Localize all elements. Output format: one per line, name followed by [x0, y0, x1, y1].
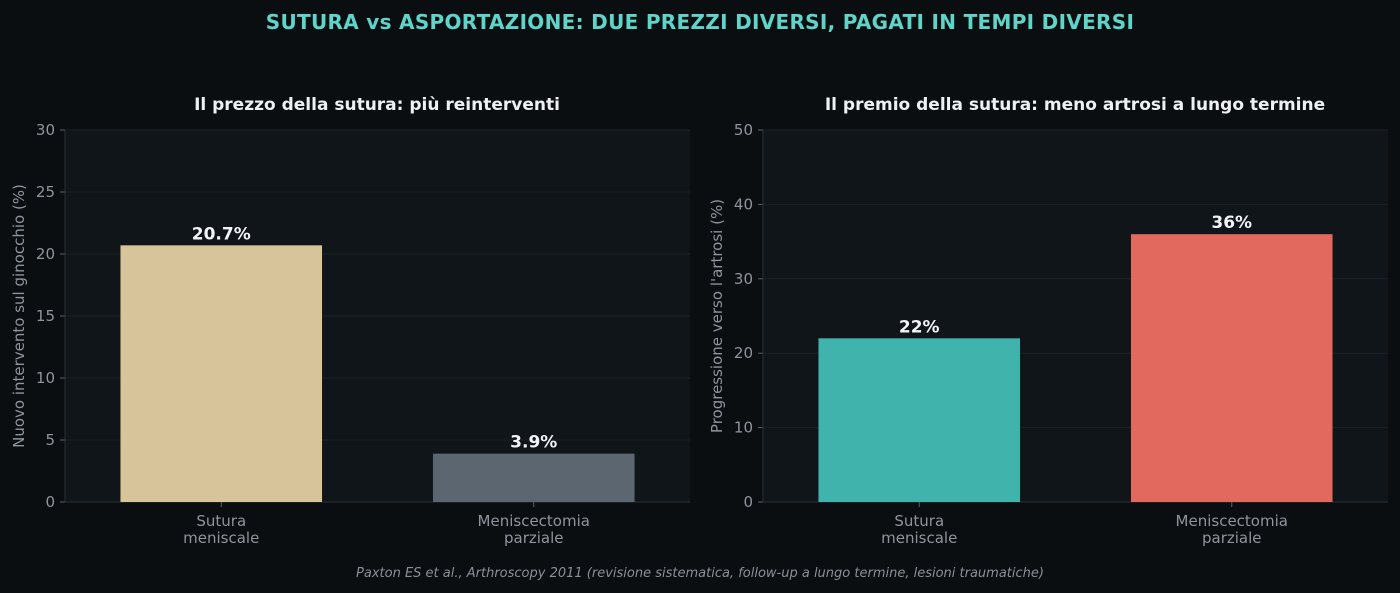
bar	[1130, 234, 1333, 502]
source-note: Paxton ES et al., Arthroscopy 2011 (revi…	[356, 566, 1044, 581]
bar-value-label: 22%	[899, 317, 940, 337]
y-tick-label: 5	[45, 431, 55, 449]
bar	[432, 453, 635, 502]
y-tick-label: 0	[743, 493, 753, 511]
y-tick-label: 40	[734, 195, 753, 213]
bar-value-label: 36%	[1211, 213, 1252, 233]
y-tick-label: 10	[734, 419, 753, 437]
y-tick-label: 0	[45, 493, 55, 511]
x-tick-label: Meniscectomia parziale	[478, 512, 590, 547]
bar-value-label: 3.9%	[510, 433, 557, 453]
y-tick-label: 20	[734, 344, 753, 362]
panel-title: Il prezzo della sutura: più reinterventi	[194, 95, 560, 115]
bar-value-label: 20.7%	[192, 224, 251, 244]
y-tick-label: 50	[734, 121, 753, 139]
y-tick-label: 25	[36, 183, 55, 201]
panel-title: Il premio della sutura: meno artrosi a l…	[825, 95, 1325, 115]
x-tick-label: Sutura meniscale	[183, 512, 259, 547]
y-tick-label: 30	[734, 270, 753, 288]
y-tick-label: 30	[36, 121, 55, 139]
bar	[120, 245, 323, 502]
y-axis-label: Progressione verso l'artrosi (%)	[708, 199, 726, 433]
y-tick-label: 10	[36, 369, 55, 387]
main-title: SUTURA vs ASPORTAZIONE: DUE PREZZI DIVER…	[265, 10, 1135, 34]
x-tick-label: Sutura meniscale	[881, 512, 957, 547]
y-axis-label: Nuovo intervento sul ginocchio (%)	[10, 184, 28, 448]
y-tick-label: 15	[36, 307, 55, 325]
bar	[818, 338, 1021, 502]
y-tick-label: 20	[36, 245, 55, 263]
x-tick-label: Meniscectomia parziale	[1176, 512, 1288, 547]
